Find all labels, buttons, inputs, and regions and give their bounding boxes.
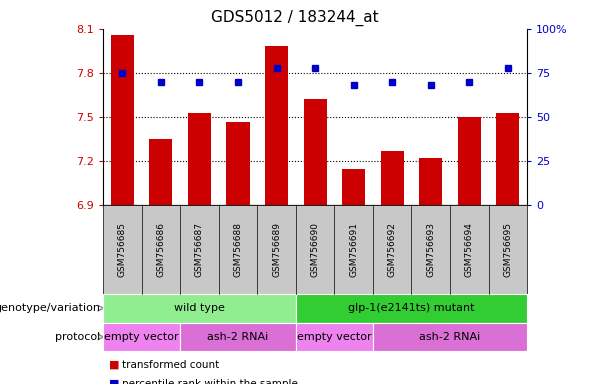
Text: GSM756690: GSM756690 <box>310 222 320 277</box>
Text: empty vector: empty vector <box>297 332 372 342</box>
Text: ■: ■ <box>109 360 120 370</box>
Text: ash-2 RNAi: ash-2 RNAi <box>207 332 269 342</box>
Text: GSM756691: GSM756691 <box>349 222 358 277</box>
Text: percentile rank within the sample: percentile rank within the sample <box>122 379 298 384</box>
Text: GSM756688: GSM756688 <box>233 222 243 277</box>
Text: GSM756685: GSM756685 <box>118 222 127 277</box>
Text: ash-2 RNAi: ash-2 RNAi <box>419 332 481 342</box>
Bar <box>265 46 288 205</box>
Text: transformed count: transformed count <box>122 360 219 370</box>
Text: protocol: protocol <box>55 332 100 342</box>
Text: GSM756694: GSM756694 <box>465 222 474 277</box>
Bar <box>458 117 481 205</box>
Text: genotype/variation: genotype/variation <box>0 303 100 313</box>
Text: GSM756692: GSM756692 <box>388 222 397 277</box>
Bar <box>497 113 519 205</box>
Text: GDS5012 / 183244_at: GDS5012 / 183244_at <box>211 10 378 26</box>
Bar <box>111 35 134 205</box>
Bar <box>419 158 442 205</box>
Text: GSM756693: GSM756693 <box>426 222 435 277</box>
Bar <box>150 139 173 205</box>
Text: glp-1(e2141ts) mutant: glp-1(e2141ts) mutant <box>348 303 475 313</box>
Text: GSM756689: GSM756689 <box>272 222 281 277</box>
Text: ■: ■ <box>109 379 120 384</box>
Bar <box>380 151 404 205</box>
Bar <box>226 121 250 205</box>
Bar <box>342 169 365 205</box>
Text: GSM756687: GSM756687 <box>195 222 204 277</box>
Bar <box>303 99 327 205</box>
Bar <box>188 113 211 205</box>
Text: wild type: wild type <box>174 303 225 313</box>
Text: GSM756695: GSM756695 <box>504 222 512 277</box>
Text: GSM756686: GSM756686 <box>157 222 166 277</box>
Text: empty vector: empty vector <box>104 332 179 342</box>
